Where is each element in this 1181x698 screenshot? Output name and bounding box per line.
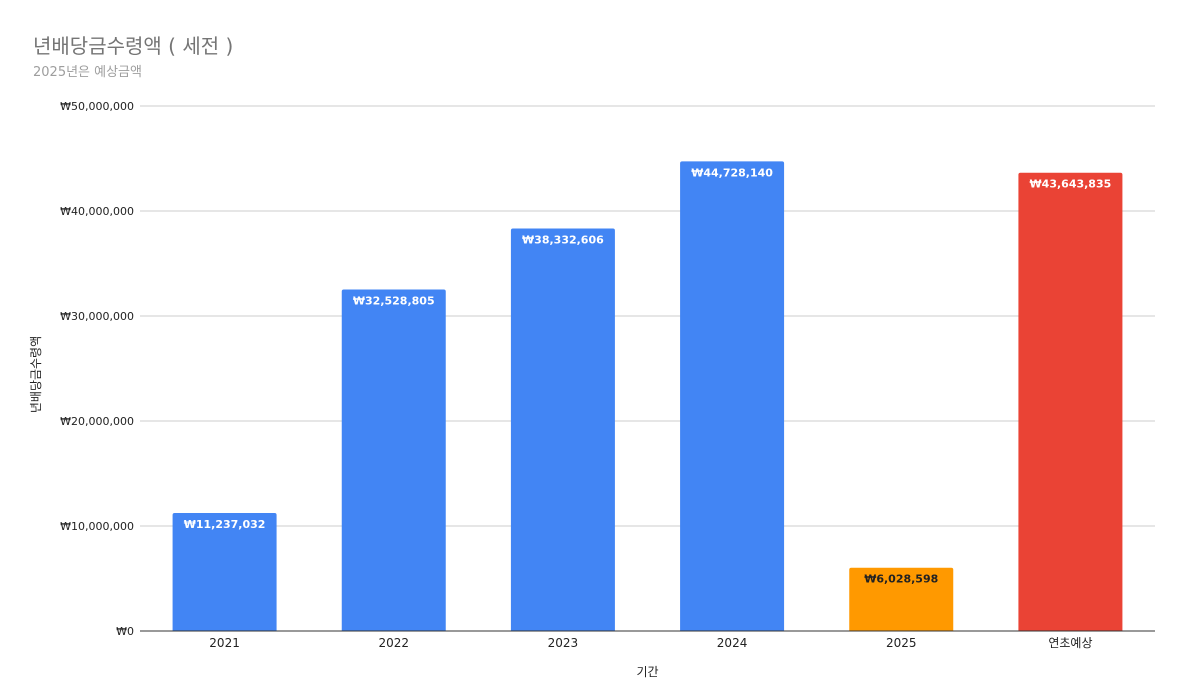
bars: ₩11,237,032 ₩32,528,805 ₩38,332,606 ₩44,728… [172, 161, 1123, 631]
x-tick-label: 2021 [209, 636, 240, 650]
bar [172, 513, 277, 631]
data-label: ₩44,728,140 [691, 166, 773, 179]
data-label: ₩43,643,835 [1030, 178, 1112, 191]
bar [849, 567, 954, 631]
y-axis-title: 년배당금수령액 [29, 336, 43, 413]
bar [1018, 172, 1123, 631]
y-tick-label: ₩20,000,000 [60, 415, 134, 428]
bar [341, 289, 446, 631]
y-tick-labels: ₩0 ₩10,000,000 ₩20,000,000 ₩30,000,000 ₩40,0… [60, 100, 134, 638]
x-tick-label: 2025 [886, 636, 917, 650]
bar [510, 228, 615, 631]
data-label: ₩32,528,805 [353, 294, 435, 307]
chart-title: 년배당금수령액 ( 세전 ) [33, 34, 234, 58]
y-tick-label: ₩10,000,000 [60, 520, 134, 533]
y-tick-label: ₩40,000,000 [60, 205, 134, 218]
x-tick-labels: 2021 2022 2023 2024 2025 연초예상 [209, 636, 1092, 650]
x-tick-label: 2023 [548, 636, 579, 650]
data-label: ₩11,237,032 [184, 518, 266, 531]
gridlines [140, 105, 1155, 527]
bar [680, 161, 785, 631]
data-label: ₩6,028,598 [864, 573, 938, 586]
data-label: ₩38,332,606 [522, 234, 604, 247]
x-tick-label: 2024 [717, 636, 748, 650]
chart-subtitle: 2025년은 예상금액 [33, 65, 142, 80]
x-tick-label: 2022 [378, 636, 409, 650]
y-tick-label: ₩50,000,000 [60, 100, 134, 113]
y-tick-label: ₩0 [116, 625, 134, 638]
x-axis-title: 기간 [636, 665, 658, 679]
y-tick-label: ₩30,000,000 [60, 310, 134, 323]
x-tick-label: 연초예상 [1048, 636, 1092, 650]
